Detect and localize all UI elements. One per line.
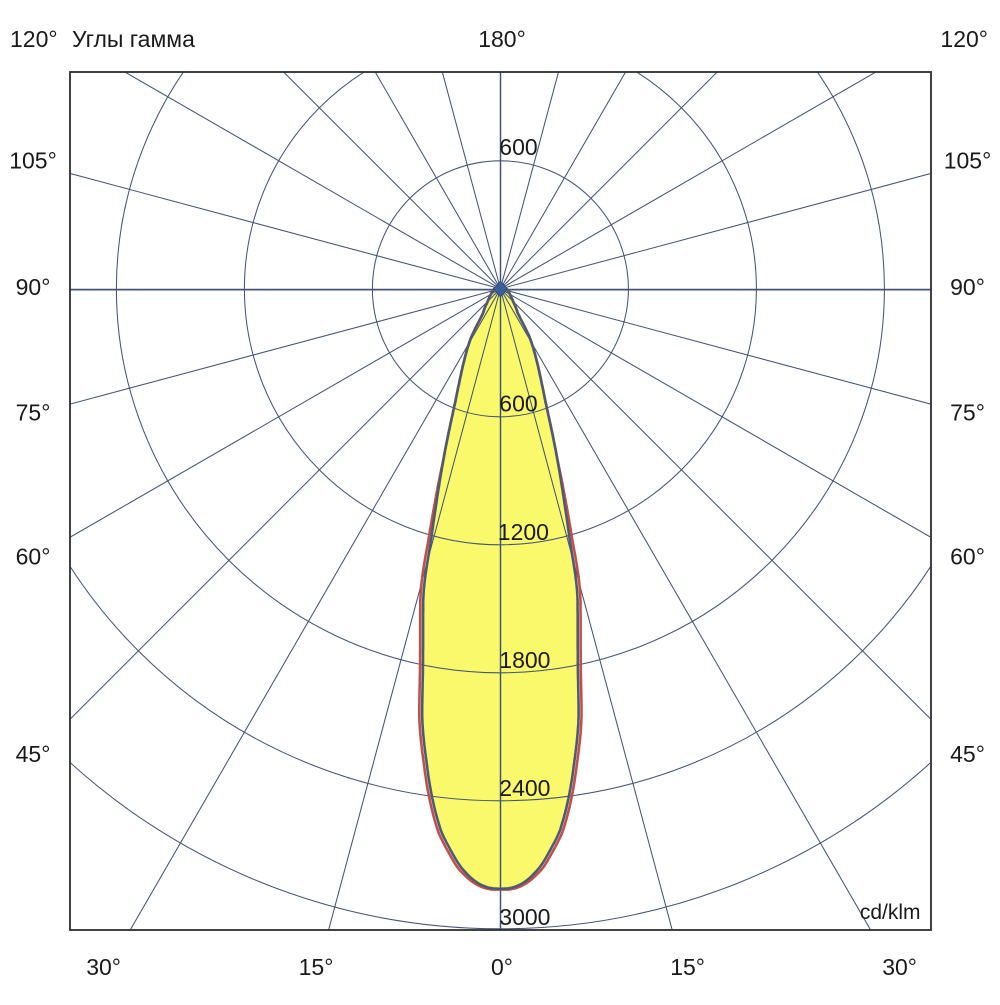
svg-text:45°: 45°	[950, 741, 985, 767]
svg-text:600: 600	[499, 391, 537, 417]
svg-text:180°: 180°	[478, 26, 526, 52]
svg-text:75°: 75°	[950, 400, 985, 426]
svg-text:120°: 120°	[10, 26, 58, 52]
svg-text:30°: 30°	[86, 954, 121, 980]
svg-text:0°: 0°	[491, 954, 513, 980]
svg-text:60°: 60°	[16, 544, 51, 570]
svg-text:30°: 30°	[882, 954, 917, 980]
svg-text:1800: 1800	[499, 647, 550, 673]
svg-text:15°: 15°	[670, 954, 705, 980]
svg-text:45°: 45°	[16, 741, 51, 767]
svg-text:2400: 2400	[499, 775, 550, 801]
svg-text:90°: 90°	[16, 274, 51, 300]
svg-text:600: 600	[499, 134, 537, 160]
svg-text:75°: 75°	[16, 400, 51, 426]
svg-text:105°: 105°	[9, 148, 57, 174]
svg-text:cd/klm: cd/klm	[860, 901, 921, 924]
svg-text:Углы гамма: Углы гамма	[72, 26, 195, 52]
svg-text:1200: 1200	[498, 519, 549, 545]
svg-text:3000: 3000	[499, 904, 550, 930]
svg-text:105°: 105°	[944, 148, 992, 174]
svg-text:90°: 90°	[950, 274, 985, 300]
svg-text:120°: 120°	[940, 26, 988, 52]
svg-text:60°: 60°	[950, 544, 985, 570]
svg-text:15°: 15°	[299, 954, 334, 980]
